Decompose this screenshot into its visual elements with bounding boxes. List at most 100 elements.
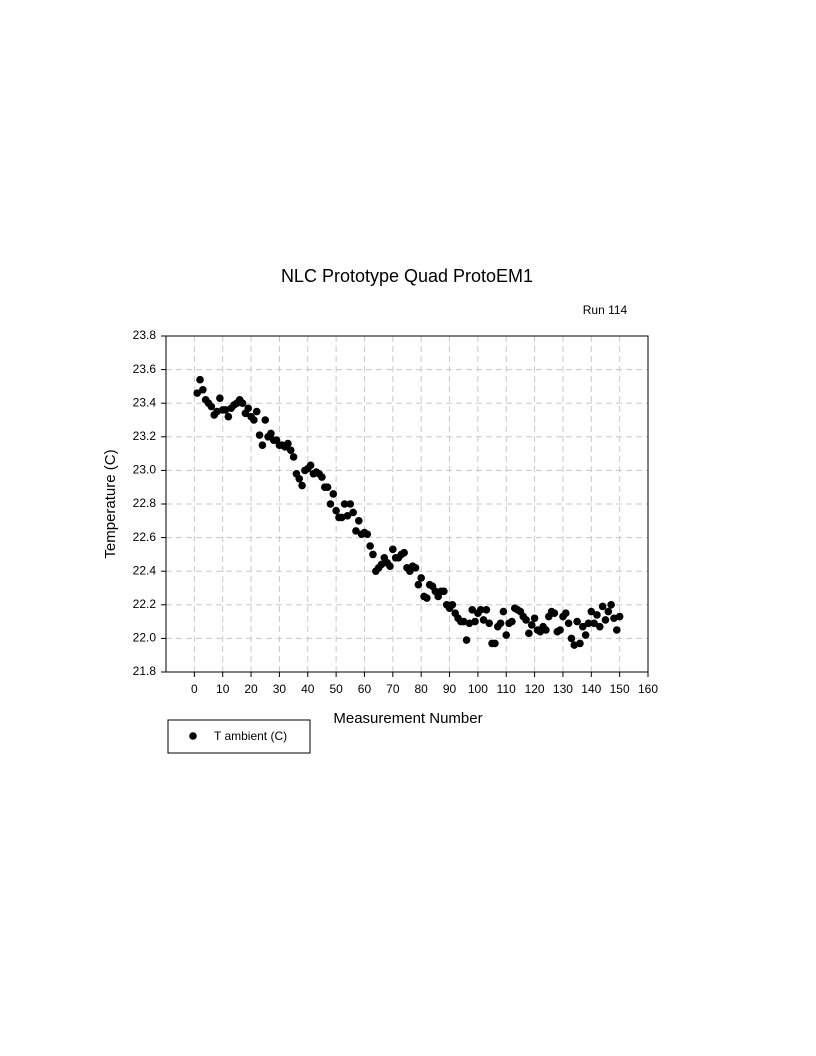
data-point (561, 609, 570, 617)
plot-frame (165, 335, 649, 673)
data-point (261, 416, 270, 424)
x-tick-label: 160 (638, 682, 658, 696)
data-point (258, 441, 267, 450)
data-point (601, 616, 610, 624)
data-point (496, 619, 505, 628)
data-point (207, 402, 216, 411)
x-tick-label: 10 (216, 682, 230, 696)
data-point (193, 389, 201, 397)
y-tick-label: 23.0 (133, 463, 157, 477)
data-point (363, 530, 372, 539)
x-tick-label: 70 (386, 682, 400, 696)
data-point (550, 609, 559, 617)
data-point (411, 564, 420, 572)
data-point (590, 619, 598, 628)
data-point (607, 601, 615, 609)
data-point (567, 634, 576, 643)
data-point (479, 616, 488, 624)
legend-label: T ambient (C) (214, 729, 287, 743)
x-tick-label: 140 (581, 682, 601, 696)
y-tick-label: 22.2 (133, 597, 157, 611)
data-point (298, 481, 306, 490)
data-point (584, 619, 593, 628)
data-point (414, 580, 423, 589)
x-tick-label: 100 (468, 682, 488, 696)
data-point (366, 542, 374, 550)
data-point (613, 626, 621, 634)
chart-title: NLC Prototype Quad ProtoEM1 (281, 266, 533, 286)
x-tick-label: 80 (414, 682, 428, 696)
data-point (482, 606, 491, 614)
data-point (340, 500, 349, 508)
y-tick-label: 22.8 (133, 496, 157, 510)
data-point (252, 407, 261, 416)
data-point (326, 500, 335, 508)
x-tick-label: 90 (443, 682, 457, 696)
data-point (323, 483, 332, 492)
y-tick-label: 22.6 (133, 530, 157, 544)
data-point (267, 429, 275, 438)
data-point (576, 639, 584, 648)
data-point (349, 508, 357, 517)
data-point (564, 619, 573, 628)
x-tick-label: 50 (329, 682, 343, 696)
x-tick-label: 20 (244, 682, 258, 696)
data-point (508, 617, 516, 626)
data-point (527, 621, 536, 629)
data-point (542, 626, 550, 634)
data-point (499, 607, 508, 616)
data-point (423, 594, 431, 602)
data-point (522, 616, 530, 624)
data-point (389, 545, 397, 554)
data-point (440, 587, 448, 596)
y-tick-label: 21.8 (133, 664, 157, 678)
data-point (468, 606, 477, 614)
x-tick-label: 150 (610, 682, 630, 696)
data-point (598, 602, 607, 611)
data-point (255, 431, 264, 439)
data-point (199, 385, 207, 394)
data-point (400, 548, 408, 557)
y-tick-label: 23.6 (133, 362, 157, 376)
x-axis-label: Measurement Number (333, 710, 482, 727)
data-point (581, 631, 590, 639)
data-point (485, 619, 494, 628)
data-point (216, 394, 224, 402)
data-point (346, 500, 355, 508)
data-point (417, 574, 425, 582)
data-point (491, 639, 499, 648)
data-point (196, 375, 204, 384)
data-point (284, 439, 292, 448)
data-point (369, 550, 377, 559)
data-point (530, 614, 539, 623)
data-point (238, 399, 247, 408)
data-point (593, 611, 601, 619)
y-axis-label: Temperature (C) (102, 449, 119, 558)
chart-subtitle: Run 114 (583, 303, 628, 317)
x-tick-label: 120 (525, 682, 545, 696)
y-tick-label: 23.8 (133, 328, 157, 342)
x-tick-label: 40 (301, 682, 315, 696)
data-point (556, 626, 564, 634)
data-point (355, 517, 363, 525)
data-point (578, 622, 587, 631)
data-point (318, 473, 326, 481)
data-point (587, 607, 596, 616)
x-tick-label: 60 (358, 682, 372, 696)
data-point (386, 562, 394, 570)
data-point (329, 490, 338, 498)
data-point (462, 636, 471, 644)
data-point (244, 404, 253, 413)
data-point (476, 606, 485, 614)
data-point (471, 617, 479, 626)
x-tick-label: 0 (191, 682, 198, 696)
x-tick-label: 30 (273, 682, 287, 696)
legend-marker (189, 732, 197, 740)
y-tick-label: 22.4 (133, 563, 157, 577)
data-point (604, 607, 613, 616)
data-point (250, 416, 258, 424)
y-tick-label: 23.4 (133, 395, 157, 409)
x-tick-label: 130 (553, 682, 573, 696)
data-point (525, 629, 533, 638)
